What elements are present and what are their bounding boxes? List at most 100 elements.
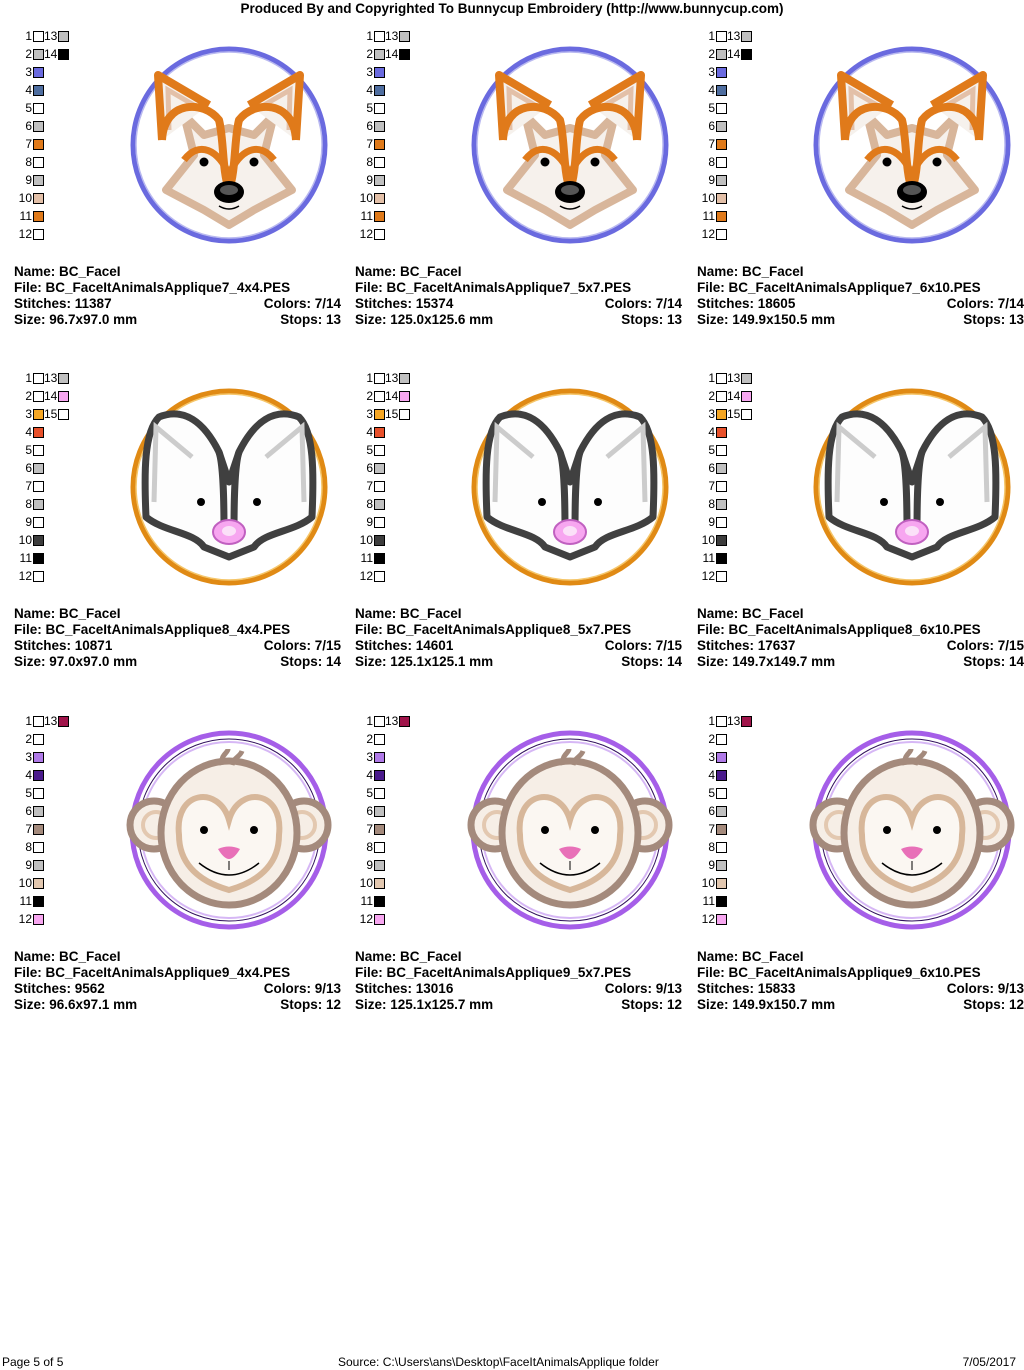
thread-number: 14 <box>44 389 58 403</box>
thread-color-box <box>716 860 727 871</box>
design-size: 149.7x149.7 mm <box>732 654 836 669</box>
design-card: 1 2 3 4 5 6 7 8 9 10 11 12 13 14 15 Name: BC_FaceI File… <box>355 370 685 690</box>
thread-number: 4 <box>708 83 715 97</box>
thread-number: 15 <box>727 407 741 421</box>
thread-color-box <box>399 49 410 60</box>
monkey-applique-image <box>467 730 673 930</box>
name-line: Name: BC_FaceI <box>355 606 685 622</box>
color-count: 7/15 <box>655 638 682 653</box>
design-size: 97.0x97.0 mm <box>49 654 138 669</box>
thread-number: 5 <box>366 443 373 457</box>
thread-number: 10 <box>701 533 715 547</box>
thread-color-box <box>58 31 69 42</box>
thread-color-box <box>33 67 44 78</box>
thread-swatch: 8 <box>697 154 757 172</box>
thread-number: 3 <box>366 407 373 421</box>
thread-color-box <box>33 824 44 835</box>
thread-color-box <box>33 31 44 42</box>
thread-number: 12 <box>701 227 715 241</box>
skunk-applique-image <box>130 388 328 586</box>
thread-swatch: 14 <box>727 46 787 64</box>
stops-label: Stops: <box>280 312 323 327</box>
thread-color-box <box>374 860 385 871</box>
thread-color-box <box>33 734 44 745</box>
stitches-line: Stitches: 14601 Colors: 7/15 <box>355 638 685 654</box>
thread-swatch: 5 <box>355 442 415 460</box>
thread-swatch: 1 <box>697 370 757 388</box>
thread-color-box <box>33 157 44 168</box>
thread-swatch: 11 <box>697 550 757 568</box>
thread-swatch: 9 <box>697 172 757 190</box>
thread-number: 8 <box>25 840 32 854</box>
thread-swatch: 2 <box>697 46 757 64</box>
thread-number: 7 <box>366 479 373 493</box>
thread-number: 10 <box>701 191 715 205</box>
thread-color-box <box>716 463 727 474</box>
thread-swatch: 7 <box>697 478 757 496</box>
thread-color-box <box>716 373 727 384</box>
thread-color-box <box>33 481 44 492</box>
thread-number: 5 <box>366 101 373 115</box>
design-size: 96.7x97.0 mm <box>49 312 138 327</box>
stitch-count: 15374 <box>415 296 454 311</box>
thread-color-box <box>716 103 727 114</box>
name-line: Name: BC_FaceI <box>14 949 344 965</box>
thread-color-box <box>399 409 410 420</box>
stitches-label: Stitches: <box>355 638 413 653</box>
thread-number: 1 <box>708 371 715 385</box>
thread-color-box <box>716 193 727 204</box>
thread-number: 12 <box>18 569 32 583</box>
thread-number: 7 <box>366 822 373 836</box>
thread-number: 14 <box>727 47 741 61</box>
thread-number: 2 <box>366 732 373 746</box>
thread-number: 4 <box>25 83 32 97</box>
color-count: 7/15 <box>314 638 341 653</box>
thread-color-box <box>374 49 385 60</box>
thread-color-box <box>716 157 727 168</box>
size-label: Size: <box>697 654 729 669</box>
thread-color-box <box>716 878 727 889</box>
thread-swatch: 3 <box>14 64 74 82</box>
size-label: Size: <box>697 312 729 327</box>
design-file: BC_FaceItAnimalsApplique7_6x10.PES <box>728 280 981 295</box>
colors-label: Colors: <box>604 638 652 653</box>
stitches-line: Stitches: 13016 Colors: 9/13 <box>355 981 685 997</box>
design-name: BC_FaceI <box>742 606 804 621</box>
thread-swatch: 5 <box>14 442 74 460</box>
thread-swatch: 2 <box>697 731 757 749</box>
stops-label: Stops: <box>621 997 664 1012</box>
thread-number: 13 <box>44 29 58 43</box>
thread-swatch: 7 <box>697 136 757 154</box>
thread-swatch: 9 <box>14 857 74 875</box>
stitches-line: Stitches: 9562 Colors: 9/13 <box>14 981 344 997</box>
thread-swatch: 15 <box>727 406 787 424</box>
thread-swatch: 8 <box>697 496 757 514</box>
stop-count: 14 <box>1008 654 1024 669</box>
thread-number: 3 <box>25 750 32 764</box>
thread-number: 13 <box>727 371 741 385</box>
thread-number: 9 <box>366 858 373 872</box>
thread-swatch: 12 <box>14 226 74 244</box>
fox-applique-image <box>130 46 328 244</box>
thread-swatch: 5 <box>697 785 757 803</box>
thread-swatch: 9 <box>14 514 74 532</box>
thread-swatch: 15 <box>44 406 104 424</box>
thread-number: 10 <box>18 533 32 547</box>
thread-color-box <box>374 878 385 889</box>
thread-color-box <box>374 67 385 78</box>
thread-color-box <box>33 211 44 222</box>
thread-number: 7 <box>708 137 715 151</box>
thread-swatch: 8 <box>697 839 757 857</box>
thread-number: 1 <box>366 714 373 728</box>
stitches-line: Stitches: 11387 Colors: 7/14 <box>14 296 344 312</box>
thread-swatch: 15 <box>385 406 445 424</box>
thread-number: 5 <box>708 443 715 457</box>
file-line: File: BC_FaceItAnimalsApplique9_6x10.PES <box>697 965 1024 981</box>
thread-color-box <box>741 49 752 60</box>
thread-color-box <box>716 31 727 42</box>
thread-color-box <box>58 716 69 727</box>
thread-color-box <box>33 770 44 781</box>
thread-color-box <box>33 752 44 763</box>
thread-number: 2 <box>25 389 32 403</box>
design-name: BC_FaceI <box>400 264 462 279</box>
